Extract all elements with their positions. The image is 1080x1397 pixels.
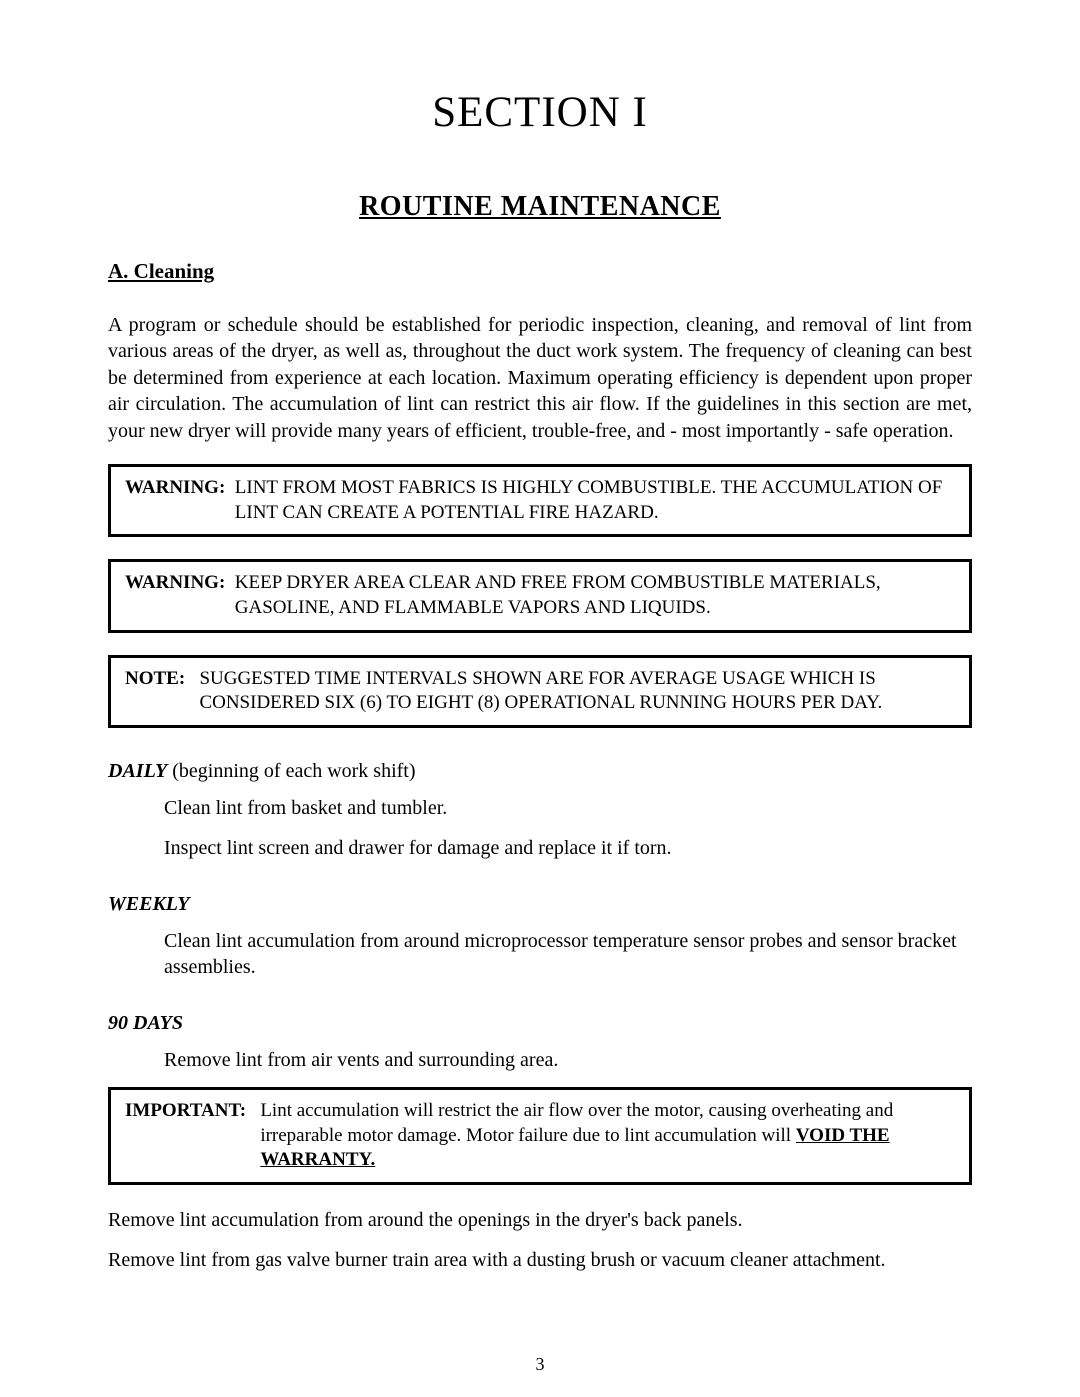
schedule-heading-90-days: 90 DAYS <box>108 1012 972 1035</box>
warning-box-2: WARNING: KEEP DRYER AREA CLEAR AND FREE … <box>108 559 972 632</box>
note-box: NOTE: SUGGESTED TIME INTERVALS SHOWN ARE… <box>108 655 972 728</box>
warning-label: WARNING: <box>125 476 235 525</box>
subsection-a-cleaning: A. Cleaning <box>108 259 972 284</box>
schedule-item: Inspect lint screen and drawer for damag… <box>108 835 972 861</box>
important-text: Lint accumulation will restrict the air … <box>260 1099 955 1173</box>
schedule-lead: 90 DAYS <box>108 1012 183 1034</box>
body-line: Remove lint from gas valve burner train … <box>108 1247 972 1273</box>
intro-paragraph: A program or schedule should be establis… <box>108 312 972 444</box>
schedule-heading-weekly: WEEKLY <box>108 893 972 916</box>
note-text: SUGGESTED TIME INTERVALS SHOWN ARE FOR A… <box>199 667 955 716</box>
schedule-item: Clean lint from basket and tumbler. <box>108 795 972 821</box>
schedule-lead: WEEKLY <box>108 893 190 915</box>
note-label: NOTE: <box>125 667 199 716</box>
schedule-item: Remove lint from air vents and surroundi… <box>108 1047 972 1073</box>
schedule-tail: (beginning of each work shift) <box>167 760 415 782</box>
important-box: IMPORTANT: Lint accumulation will restri… <box>108 1087 972 1185</box>
warning-label: WARNING: <box>125 571 235 620</box>
page: SECTION I ROUTINE MAINTENANCE A. Cleanin… <box>0 0 1080 1397</box>
page-number: 3 <box>0 1354 1080 1375</box>
body-line: Remove lint accumulation from around the… <box>108 1207 972 1233</box>
section-title: SECTION I <box>108 88 972 137</box>
schedule-heading-daily: DAILY (beginning of each work shift) <box>108 760 972 783</box>
warning-text: KEEP DRYER AREA CLEAR AND FREE FROM COMB… <box>235 571 955 620</box>
warning-box-1: WARNING: LINT FROM MOST FABRICS IS HIGHL… <box>108 464 972 537</box>
schedule-item: Clean lint accumulation from around micr… <box>108 928 972 980</box>
important-label: IMPORTANT: <box>125 1099 260 1173</box>
subtitle-routine-maintenance: ROUTINE MAINTENANCE <box>108 191 972 223</box>
warning-text: LINT FROM MOST FABRICS IS HIGHLY COMBUST… <box>235 476 955 525</box>
schedule-lead: DAILY <box>108 760 167 782</box>
